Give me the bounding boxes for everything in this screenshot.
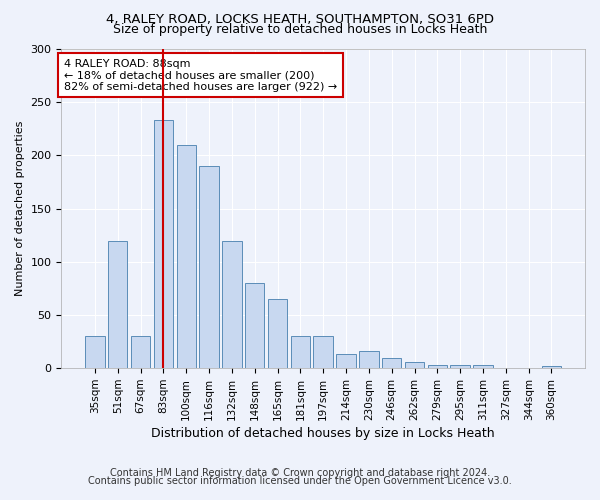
Text: Size of property relative to detached houses in Locks Heath: Size of property relative to detached ho…: [113, 24, 487, 36]
Bar: [405, 362, 424, 368]
Bar: [245, 283, 265, 368]
Bar: [451, 365, 470, 368]
Bar: [337, 354, 356, 368]
Text: Contains public sector information licensed under the Open Government Licence v3: Contains public sector information licen…: [88, 476, 512, 486]
Bar: [382, 358, 401, 368]
X-axis label: Distribution of detached houses by size in Locks Heath: Distribution of detached houses by size …: [151, 427, 495, 440]
Bar: [131, 336, 150, 368]
Bar: [176, 145, 196, 368]
Bar: [108, 240, 127, 368]
Bar: [290, 336, 310, 368]
Text: Contains HM Land Registry data © Crown copyright and database right 2024.: Contains HM Land Registry data © Crown c…: [110, 468, 490, 477]
Bar: [85, 336, 104, 368]
Text: 4, RALEY ROAD, LOCKS HEATH, SOUTHAMPTON, SO31 6PD: 4, RALEY ROAD, LOCKS HEATH, SOUTHAMPTON,…: [106, 12, 494, 26]
Bar: [199, 166, 219, 368]
Bar: [542, 366, 561, 368]
Bar: [222, 240, 242, 368]
Bar: [154, 120, 173, 368]
Bar: [473, 365, 493, 368]
Bar: [268, 299, 287, 368]
Bar: [313, 336, 333, 368]
Bar: [428, 365, 447, 368]
Y-axis label: Number of detached properties: Number of detached properties: [15, 121, 25, 296]
Text: 4 RALEY ROAD: 88sqm
← 18% of detached houses are smaller (200)
82% of semi-detac: 4 RALEY ROAD: 88sqm ← 18% of detached ho…: [64, 58, 337, 92]
Bar: [359, 351, 379, 368]
